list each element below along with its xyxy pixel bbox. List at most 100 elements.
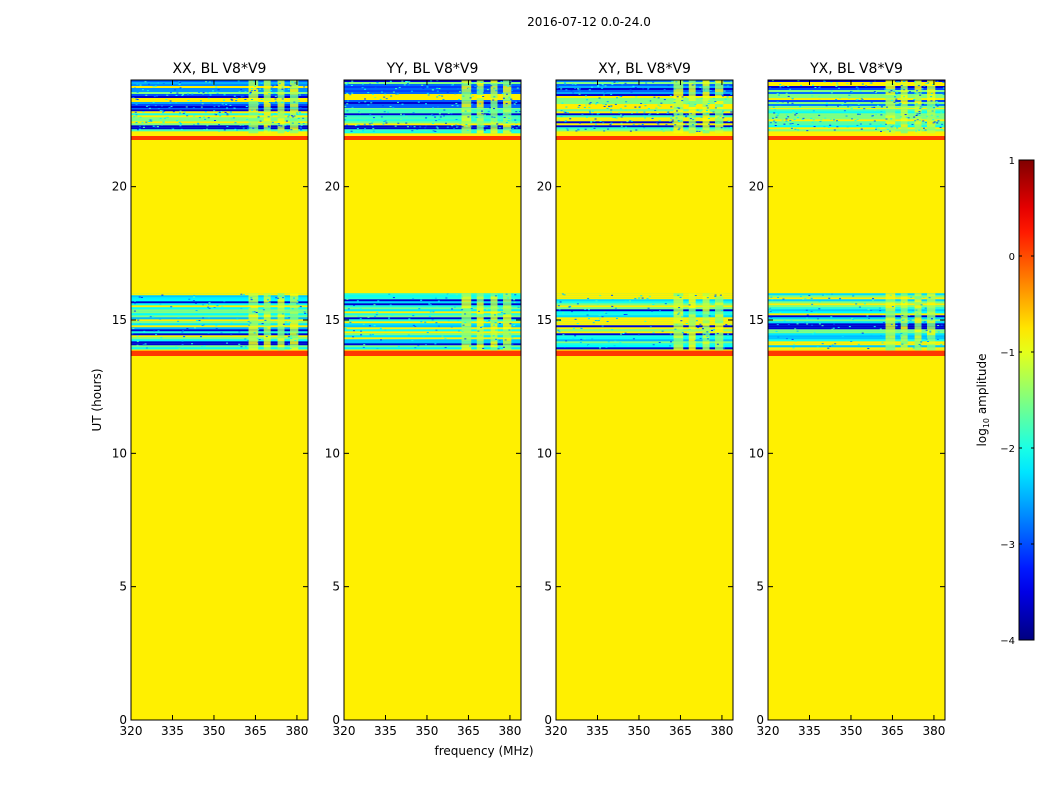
noise-speck <box>483 125 486 127</box>
noise-speck <box>244 346 247 348</box>
noise-speck <box>879 310 882 312</box>
noise-speck <box>387 111 390 113</box>
noise-speck <box>619 342 622 344</box>
noise-speck <box>822 122 825 124</box>
noise-speck <box>372 117 375 119</box>
noise-speck <box>179 81 182 83</box>
noise-speck <box>720 309 723 311</box>
rfi-cell <box>914 329 922 333</box>
noise-speck <box>361 83 364 85</box>
noise-speck <box>830 92 833 94</box>
noise-speck <box>918 129 921 131</box>
noise-speck <box>443 109 446 111</box>
noise-speck <box>435 322 438 324</box>
noise-speck <box>142 344 145 346</box>
noise-speck <box>902 319 905 321</box>
noise-speck <box>936 122 939 124</box>
noisy-band <box>131 293 308 351</box>
rfi-cell <box>927 296 936 300</box>
band-row <box>131 327 308 330</box>
colorbar-tick-label: −2 <box>1000 444 1015 455</box>
noise-speck <box>789 88 792 90</box>
rfi-cell <box>914 347 922 351</box>
noise-speck <box>692 119 695 121</box>
noise-speck <box>165 116 168 118</box>
noise-speck <box>714 334 717 336</box>
band-row <box>344 341 521 344</box>
rfi-cell <box>248 86 259 89</box>
noise-speck <box>851 302 854 304</box>
noise-speck <box>281 313 284 315</box>
band-row <box>556 313 733 316</box>
noise-speck <box>658 120 661 122</box>
noise-speck <box>293 297 296 299</box>
rfi-cell <box>914 130 922 134</box>
noise-speck <box>694 295 697 297</box>
noise-speck <box>813 332 816 334</box>
noise-speck <box>197 123 200 125</box>
rfi-cell <box>688 121 696 125</box>
rfi-cell <box>900 323 908 327</box>
noise-speck <box>284 321 287 323</box>
noise-speck <box>374 315 377 317</box>
band-row <box>768 341 945 344</box>
noise-speck <box>215 328 218 330</box>
rfi-cell <box>476 115 484 119</box>
noise-speck <box>656 112 659 114</box>
noise-speck <box>217 89 220 91</box>
noise-speck <box>850 340 853 342</box>
noise-speck <box>583 338 586 340</box>
noise-speck <box>488 320 491 322</box>
noise-speck <box>163 110 166 112</box>
band-row <box>768 311 945 314</box>
noise-speck <box>398 86 401 88</box>
noise-speck <box>932 122 935 124</box>
noise-speck <box>867 347 870 349</box>
noise-speck <box>810 310 813 312</box>
noise-speck <box>477 89 480 91</box>
noise-speck <box>350 130 353 132</box>
noise-speck <box>467 116 470 118</box>
noise-speck <box>644 117 647 119</box>
noise-speck <box>436 89 439 91</box>
x-tick-label: 335 <box>374 724 397 738</box>
rfi-cell <box>290 95 299 98</box>
rfi-cell <box>673 326 684 330</box>
noise-speck <box>234 122 237 124</box>
noise-speck <box>821 325 824 327</box>
noise-speck <box>794 328 797 330</box>
rfi-cell <box>927 305 936 309</box>
noise-speck <box>515 101 518 103</box>
noise-speck <box>436 87 439 89</box>
rfi-cell <box>490 317 498 321</box>
noise-speck <box>720 105 723 107</box>
noise-speck <box>499 307 502 309</box>
rfi-cell <box>476 320 484 324</box>
noise-speck <box>564 110 567 112</box>
rfi-cell <box>914 83 922 86</box>
noise-speck <box>395 88 398 90</box>
noise-speck <box>907 122 910 124</box>
rfi-cell <box>277 98 285 101</box>
rfi-cell <box>461 311 472 315</box>
rfi-cell <box>490 338 498 342</box>
noise-speck <box>694 103 697 105</box>
noise-speck <box>369 114 372 116</box>
noise-speck <box>640 102 643 104</box>
noise-speck <box>829 124 832 126</box>
noise-speck <box>359 318 362 320</box>
noise-speck <box>669 95 672 97</box>
noisy-band <box>768 109 945 134</box>
noise-speck <box>150 119 153 121</box>
noise-speck <box>578 93 581 95</box>
rfi-cell <box>914 115 922 119</box>
rfi-cell <box>277 344 285 348</box>
noise-speck <box>600 128 603 130</box>
noise-speck <box>603 130 606 132</box>
rfi-cell <box>900 311 908 315</box>
rfi-cell <box>673 347 684 351</box>
rfi-cell <box>927 332 936 336</box>
noise-speck <box>364 88 367 90</box>
noise-speck <box>816 346 819 348</box>
noise-speck <box>860 128 863 130</box>
